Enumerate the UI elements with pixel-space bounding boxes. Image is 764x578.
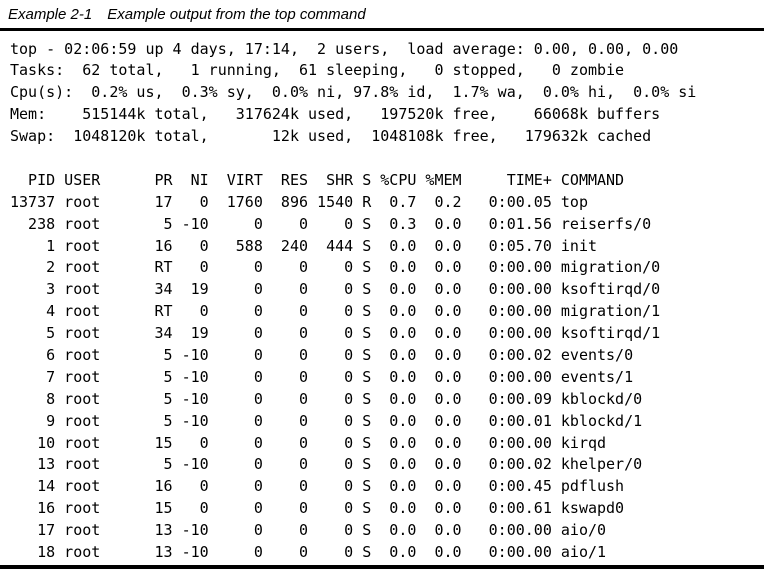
process-row: 2 root RT 0 0 0 0 S 0.0 0.0 0:00.00 migr… (10, 258, 661, 277)
process-row: 4 root RT 0 0 0 0 S 0.0 0.0 0:00.00 migr… (10, 302, 661, 321)
process-row: 18 root 13 -10 0 0 0 S 0.0 0.0 0:00.00 a… (10, 542, 607, 561)
example-caption: Example 2-1 Example output from the top c… (0, 0, 764, 23)
process-table-rows: 13737 root 17 0 1760 896 1540 R 0.7 0.2 … (10, 192, 764, 564)
process-row: 5 root 34 19 0 0 0 S 0.0 0.0 0:00.00 kso… (10, 324, 661, 343)
summary-line-mem: Mem: 515144k total, 317624k used, 197520… (10, 105, 661, 124)
blank-line (10, 148, 764, 170)
example-caption-title: Example output from the top command (107, 6, 366, 23)
process-row: 3 root 34 19 0 0 0 S 0.0 0.0 0:00.00 kso… (10, 280, 661, 299)
process-row: 1 root 16 0 588 240 444 S 0.0 0.0 0:05.7… (10, 236, 597, 255)
bottom-rule (0, 564, 764, 569)
summary-line-swap: Swap: 1048120k total, 12k used, 1048108k… (10, 127, 652, 146)
process-row: 13737 root 17 0 1760 896 1540 R 0.7 0.2 … (10, 192, 588, 211)
summary-line-uptime: top - 02:06:59 up 4 days, 17:14, 2 users… (10, 39, 679, 58)
process-row: 7 root 5 -10 0 0 0 S 0.0 0.0 0:00.00 eve… (10, 367, 634, 386)
process-row: 238 root 5 -10 0 0 0 S 0.3 0.0 0:01.56 r… (10, 214, 652, 233)
summary-line-cpu: Cpu(s): 0.2% us, 0.3% sy, 0.0% ni, 97.8%… (10, 83, 697, 102)
process-row: 8 root 5 -10 0 0 0 S 0.0 0.0 0:00.09 kbl… (10, 389, 643, 408)
process-row: 10 root 15 0 0 0 0 S 0.0 0.0 0:00.00 kir… (10, 433, 607, 452)
process-table-header: PID USER PR NI VIRT RES SHR S %CPU %MEM … (10, 170, 625, 189)
terminal-output: top - 02:06:59 up 4 days, 17:14, 2 users… (0, 31, 764, 564)
process-row: 6 root 5 -10 0 0 0 S 0.0 0.0 0:00.02 eve… (10, 345, 634, 364)
process-row: 16 root 15 0 0 0 0 S 0.0 0.0 0:00.61 ksw… (10, 499, 625, 518)
summary-line-tasks: Tasks: 62 total, 1 running, 61 sleeping,… (10, 61, 625, 80)
example-caption-label: Example 2-1 (8, 6, 93, 23)
process-row: 13 root 5 -10 0 0 0 S 0.0 0.0 0:00.02 kh… (10, 455, 643, 474)
process-row: 17 root 13 -10 0 0 0 S 0.0 0.0 0:00.00 a… (10, 521, 607, 540)
top-rule (0, 28, 764, 31)
process-row: 9 root 5 -10 0 0 0 S 0.0 0.0 0:00.01 kbl… (10, 411, 643, 430)
process-row: 14 root 16 0 0 0 0 S 0.0 0.0 0:00.45 pdf… (10, 477, 625, 496)
